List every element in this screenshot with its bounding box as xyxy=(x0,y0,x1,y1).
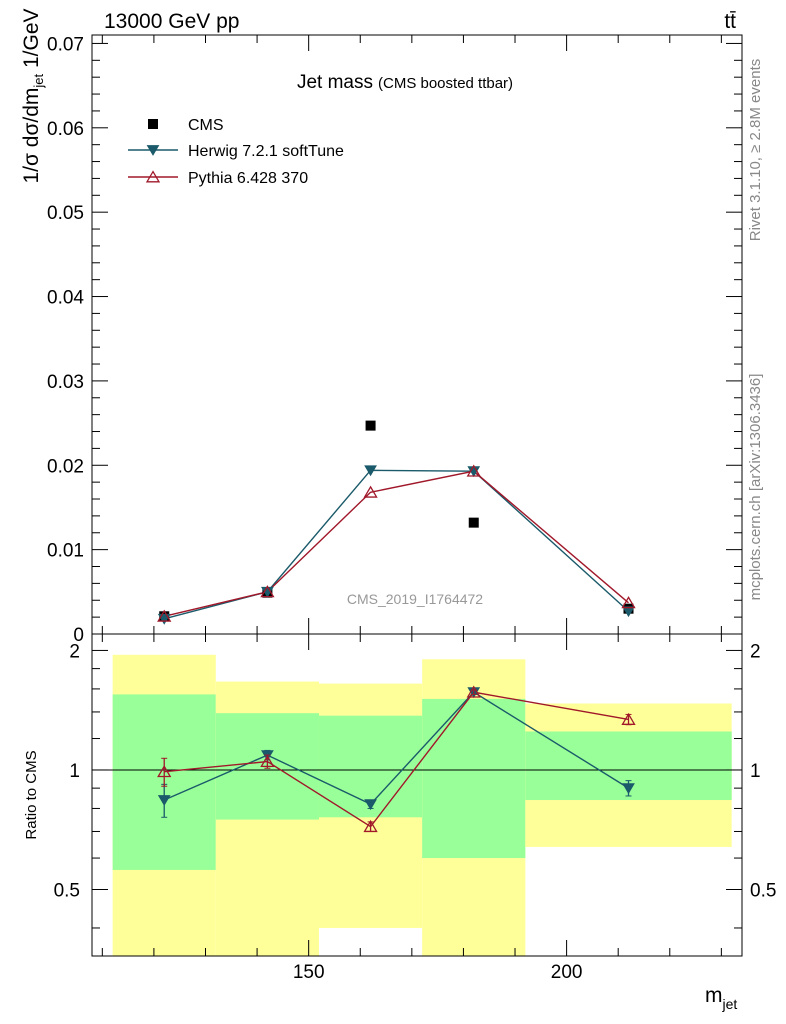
herwig-point xyxy=(364,465,377,477)
ratio-plot-axes: 0.5 0.5 1 1 2 2 150 200 xyxy=(54,633,776,983)
ratio-uncertainty-bands xyxy=(112,654,732,956)
legend-label: CMS xyxy=(188,117,224,134)
legend-label: Pythia 6.428 370 xyxy=(188,170,308,187)
y-tick-label-top: 0.03 xyxy=(47,372,84,393)
y-tick-label-top: 0.04 xyxy=(47,288,84,309)
chart-subtitle: (CMS boosted ttbar) xyxy=(378,75,513,92)
pythia-point xyxy=(260,585,275,598)
pythia-point xyxy=(363,485,378,498)
pythia-line xyxy=(164,470,629,617)
y-tick-label-top: 0 xyxy=(73,625,84,646)
pythia-point xyxy=(157,609,172,622)
legend: CMS Herwig 7.2.1 softTune Pythia 6.428 370 xyxy=(128,117,344,187)
herwig-ratio-point xyxy=(157,795,171,806)
ratio-plot-series xyxy=(157,685,636,833)
y-tick-label-top: 0.06 xyxy=(47,119,84,140)
header-left: 13000 GeV pp xyxy=(104,10,239,33)
pythia-ratio-point xyxy=(466,685,481,698)
y-axis-label-top: 1/σ dσ/dmjet 1/GeV xyxy=(20,8,46,183)
herwig-point xyxy=(622,606,635,618)
main-plot-axes: 0 0.01 0.02 0.03 0.04 0.05 0.06 0.07 xyxy=(47,34,743,646)
analysis-watermark: CMS_2019_I1764472 xyxy=(347,591,483,607)
herwig-ratio-point xyxy=(622,783,635,795)
pythia-ratio-point xyxy=(363,819,378,833)
chart-title: Jet mass xyxy=(297,72,373,93)
x-tick-label: 150 xyxy=(293,962,325,983)
y-tick-label-ratio-right: 2 xyxy=(750,641,761,662)
cms-point xyxy=(365,420,376,431)
legend-label: Herwig 7.2.1 softTune xyxy=(188,143,344,160)
x-axis-label: mjet xyxy=(705,984,737,1012)
y-axis-label-ratio: Ratio to CMS xyxy=(23,750,40,839)
legend-herwig-marker xyxy=(146,145,160,156)
x-tick-label: 200 xyxy=(551,962,583,983)
pythia-point xyxy=(621,596,636,609)
header-right: tt̄ xyxy=(724,10,736,33)
pythia-ratio-point xyxy=(157,765,172,778)
herwig-ratio-point xyxy=(364,799,377,811)
ratio-band-inner xyxy=(422,698,526,859)
ratio-plot-frame xyxy=(91,633,743,957)
y-tick-label-ratio-right: 1 xyxy=(750,761,761,782)
rivet-label: Rivet 3.1.10, ≥ 2.8M events xyxy=(747,59,764,242)
y-tick-label-top: 0.05 xyxy=(47,203,84,224)
y-tick-label-top: 0.07 xyxy=(47,34,84,55)
y-axis-label-top-text: 1/σ dσ/dmjet 1/GeV xyxy=(20,8,46,183)
legend-cms-marker xyxy=(148,119,158,129)
pythia-point xyxy=(466,464,481,477)
y-tick-label-ratio: 2 xyxy=(69,641,80,662)
y-tick-label-ratio: 0.5 xyxy=(54,880,80,901)
mcplots-label: mcplots.cern.ch [arXiv:1306.3436] xyxy=(747,374,764,601)
pythia-ratio-point xyxy=(260,754,275,768)
main-plot-series xyxy=(157,420,636,625)
pythia-ratio-point xyxy=(621,712,636,725)
y-tick-label-ratio: 1 xyxy=(69,761,80,782)
y-tick-label-top: 0.01 xyxy=(47,541,84,562)
y-tick-label-ratio-right: 0.5 xyxy=(750,880,776,901)
legend-pythia-marker xyxy=(145,170,161,183)
y-tick-label-top: 0.02 xyxy=(47,456,84,477)
cms-point xyxy=(468,517,479,528)
